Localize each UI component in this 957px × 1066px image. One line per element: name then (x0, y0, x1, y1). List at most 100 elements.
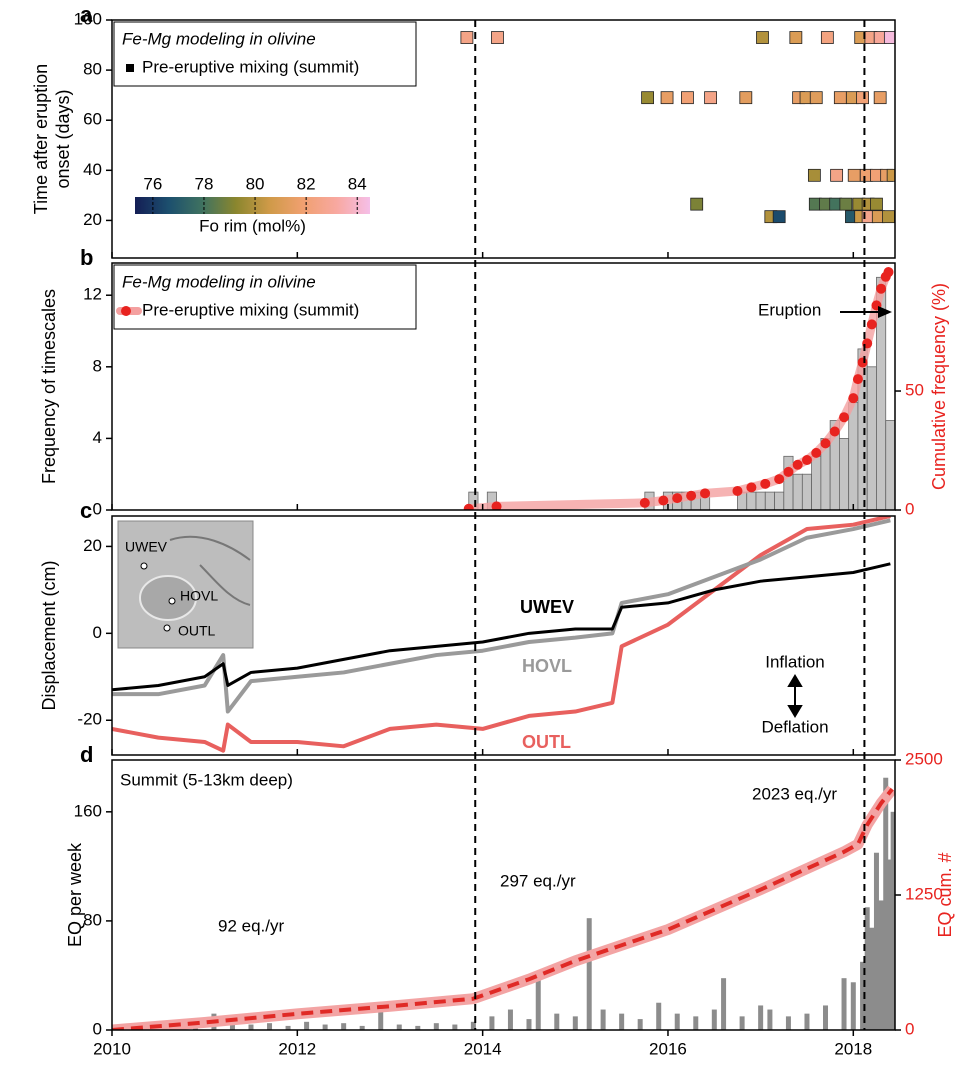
colorbar-label: Fo rim (mol%) (199, 216, 306, 235)
x-tick-label: 2014 (464, 1039, 502, 1058)
cumulative-point (760, 479, 770, 489)
bar (554, 1014, 559, 1030)
y-tick-label: 100 (74, 9, 102, 28)
bar (341, 1023, 346, 1030)
cumulative-point (867, 319, 877, 329)
cumulative-point (774, 474, 784, 484)
data-square (857, 92, 869, 104)
annotation: 297 eq./yr (500, 871, 576, 890)
data-square (848, 169, 860, 181)
colorbar-tick-label: 82 (297, 174, 316, 193)
bar (508, 1010, 513, 1030)
annotation: Summit (5-13km deep) (120, 770, 293, 789)
station-label: UWEV (125, 539, 168, 555)
cumulative-point (830, 426, 840, 436)
data-square (870, 198, 882, 210)
data-square (821, 32, 833, 44)
data-square (642, 92, 654, 104)
data-square (756, 32, 768, 44)
y-axis-label: Time after eruption (31, 64, 51, 214)
bar (675, 1014, 680, 1030)
cumulative-point (700, 488, 710, 498)
histogram-bar (765, 492, 774, 510)
legend-label: Pre-eruptive mixing (summit) (142, 300, 359, 319)
bar (786, 1016, 791, 1030)
bar (323, 1025, 328, 1030)
y-axis-label: onset (days) (53, 89, 73, 188)
bar (879, 900, 884, 1030)
data-square (840, 198, 852, 210)
cumulative-band (112, 789, 892, 1030)
histogram-bar (775, 492, 784, 510)
cumulative-point (811, 448, 821, 458)
cumulative-point (802, 455, 812, 465)
histogram-bar (812, 456, 821, 510)
panel: a20406080100Time after eruptiononset (da… (31, 2, 899, 258)
cumulative-point (746, 482, 756, 492)
series-label: HOVL (522, 656, 572, 676)
bar (804, 1014, 809, 1030)
cumulative-point (672, 493, 682, 503)
y-tick-label: 20 (83, 536, 102, 555)
colorbar-tick-label: 84 (348, 174, 367, 193)
station-label: OUTL (178, 623, 216, 639)
cumulative-point (853, 374, 863, 384)
bar (587, 918, 592, 1030)
data-square (773, 211, 785, 223)
x-tick-label: 2016 (649, 1039, 687, 1058)
panel: d08016001250250020102012201420162018Year… (65, 742, 955, 1066)
bar (267, 1023, 272, 1030)
plot-area (112, 778, 896, 1030)
bar (693, 1016, 698, 1030)
y-tick-label: 80 (83, 60, 102, 79)
histogram-bar (793, 474, 802, 510)
y-tick-label: -20 (77, 710, 102, 729)
data-square (740, 92, 752, 104)
y-tick-label: 0 (93, 623, 102, 642)
y-tick-label: 0 (93, 1019, 102, 1038)
bar (638, 1019, 643, 1030)
bar (874, 853, 879, 1030)
note: Deflation (761, 717, 828, 736)
y2-axis-label: Cumulative frequency (%) (929, 283, 949, 490)
cumulative-point (884, 267, 894, 277)
panel-letter: b (80, 245, 93, 270)
y-tick-label: 12 (83, 285, 102, 304)
bar (883, 778, 888, 1030)
bar (758, 1005, 763, 1030)
data-square (491, 32, 503, 44)
annotation: 92 eq./yr (218, 916, 284, 935)
legend-marker (126, 64, 134, 72)
cumulative-point (839, 412, 849, 422)
bar (767, 1010, 772, 1030)
y2-tick-label: 0 (905, 499, 914, 518)
histogram-bar (839, 438, 848, 510)
cumulative-point (783, 467, 793, 477)
x-tick-label: 2018 (834, 1039, 872, 1058)
bar (721, 978, 726, 1030)
cumulative-point (640, 498, 650, 508)
histogram-bar (756, 492, 765, 510)
bar (656, 1003, 661, 1030)
data-square (887, 169, 899, 181)
data-square (790, 32, 802, 44)
data-square (834, 92, 846, 104)
data-square (808, 169, 820, 181)
bar (601, 1010, 606, 1030)
x-tick-label: 2010 (93, 1039, 131, 1058)
bar (740, 1016, 745, 1030)
plot-area (461, 32, 899, 223)
cumulative-point (793, 460, 803, 470)
data-square (461, 32, 473, 44)
y-axis-label: Displacement (cm) (39, 560, 59, 710)
legend-label: Pre-eruptive mixing (summit) (142, 57, 359, 76)
y-tick-label: 4 (93, 428, 102, 447)
panel: c-20020Displacement (cm)UWEVHOVLOUTLUWEV… (39, 498, 895, 755)
bar (489, 1016, 494, 1030)
y-tick-label: 8 (93, 356, 102, 375)
cumulative-point (876, 284, 886, 294)
bar (842, 978, 847, 1030)
cumulative-point (658, 495, 668, 505)
histogram-bar (747, 492, 756, 510)
